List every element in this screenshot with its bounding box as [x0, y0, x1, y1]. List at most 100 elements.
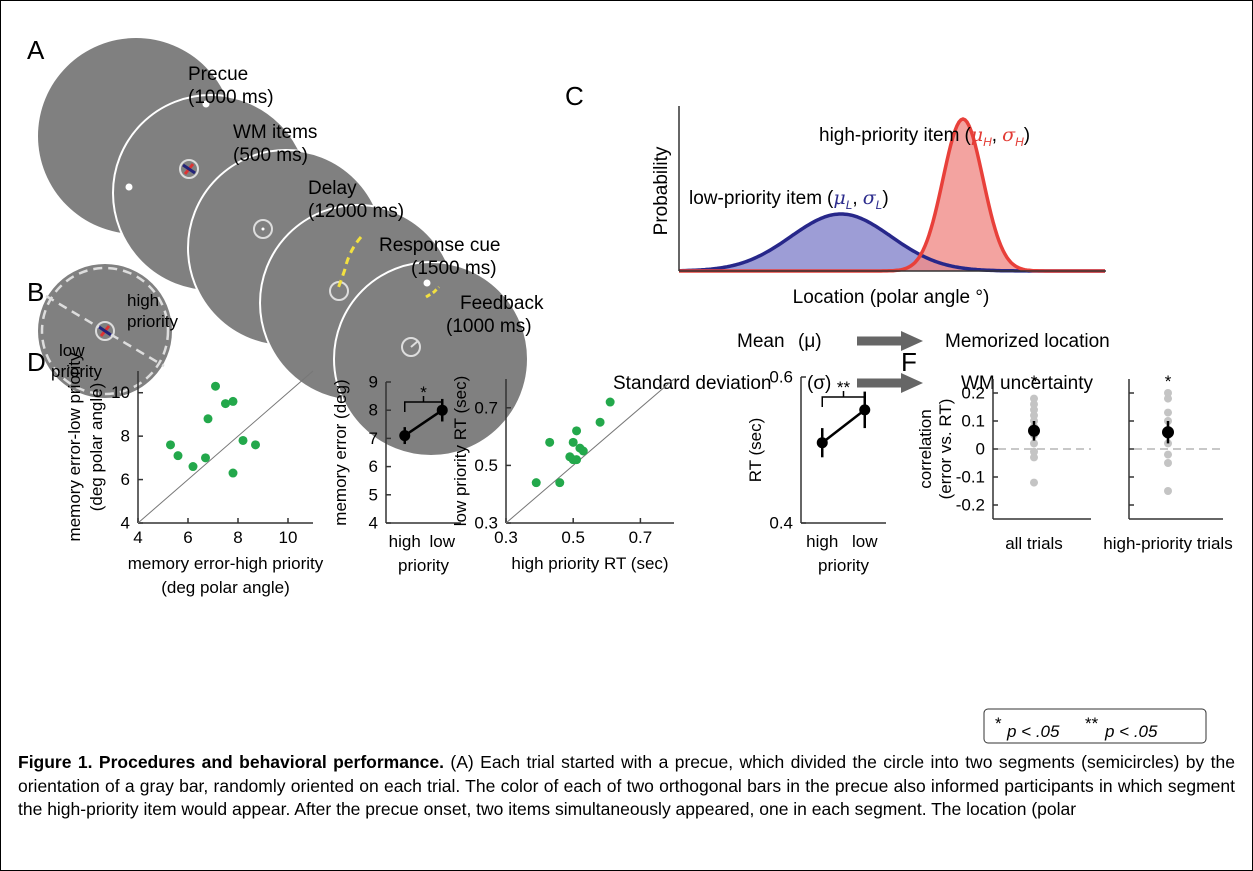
identity-line	[505, 378, 675, 524]
parameter: Standard deviation	[613, 373, 771, 394]
point	[595, 417, 605, 427]
y-tick-label: 0.2	[961, 384, 985, 403]
y-axis-label: RT (sec)	[746, 418, 765, 483]
point	[1030, 411, 1038, 420]
significance-bracket	[404, 396, 443, 412]
symbol: σ	[863, 187, 877, 209]
text: ,	[992, 125, 997, 146]
subscript: H	[1015, 135, 1024, 149]
item	[202, 100, 210, 108]
y-tick-label: 5	[369, 485, 378, 504]
point	[1030, 405, 1038, 414]
axis-label: Location (polar angle °)	[793, 287, 990, 308]
fixation-dot	[261, 227, 265, 231]
point	[816, 437, 828, 449]
legend-box	[983, 708, 1207, 744]
y-tick-label: 6	[121, 470, 130, 489]
event-duration: (1000 ms)	[188, 87, 274, 108]
y-tick-label: -0.1	[956, 468, 985, 487]
axis-label: Probability	[651, 146, 672, 235]
screen	[333, 261, 529, 457]
text: high-priority item	[819, 125, 959, 146]
text: )	[1024, 125, 1030, 146]
response-arc	[335, 236, 363, 292]
panel-label: F	[901, 347, 917, 377]
x-tick-label: low	[852, 532, 878, 551]
y-tick-label: 0.7	[474, 398, 498, 417]
curve-label: high-priority item (μH, σH)	[819, 124, 1030, 149]
event-label: WM items	[233, 122, 317, 143]
y-tick-label: 10	[111, 383, 130, 402]
point	[1164, 459, 1172, 467]
significance-stars: *	[420, 383, 427, 402]
text: )	[882, 188, 888, 209]
legend-text: p < .05	[1104, 722, 1158, 741]
x-axis-label: priority	[818, 556, 870, 575]
precue-bar	[182, 163, 196, 175]
segment-label: high	[127, 291, 159, 310]
point	[605, 397, 615, 407]
parameter: Mean	[737, 331, 785, 352]
point	[555, 478, 565, 488]
fixation	[401, 337, 421, 357]
x-tick-label: 8	[233, 528, 242, 547]
y-axis-label: (deg polar angle)	[87, 383, 106, 512]
segment-label: priority	[127, 312, 179, 331]
item	[125, 183, 133, 191]
point	[173, 451, 183, 461]
point	[203, 414, 213, 424]
y-tick-label: 0.5	[474, 456, 498, 475]
x-axis-label: high priority RT (sec)	[511, 554, 668, 573]
mean	[1162, 426, 1174, 439]
subscript: L	[876, 198, 883, 212]
y-tick-label: 0.4	[769, 514, 793, 533]
panel-label: D	[27, 347, 46, 377]
x-axis-label: (deg polar angle)	[161, 578, 290, 597]
point	[228, 468, 238, 478]
point	[228, 396, 238, 406]
point	[251, 440, 260, 450]
symbol: σ	[1002, 124, 1016, 146]
text: low-priority item	[689, 188, 822, 209]
event-label: Precue	[188, 64, 248, 85]
panel-label: A	[27, 35, 45, 65]
text: (	[964, 125, 971, 146]
symbol: (σ)	[807, 373, 831, 394]
y-tick-label: 0.1	[961, 412, 985, 431]
text: ,	[852, 188, 857, 209]
point	[1030, 400, 1038, 409]
y-axis-label: (error vs. RT)	[936, 399, 955, 500]
point	[578, 446, 588, 456]
fixation	[179, 159, 199, 179]
event-label: Delay	[308, 178, 357, 199]
subscript: H	[983, 135, 992, 149]
arrow	[857, 373, 923, 393]
precue-bar	[98, 325, 112, 337]
fixation	[253, 219, 273, 239]
point	[1164, 394, 1172, 403]
point	[568, 437, 578, 447]
point	[238, 435, 248, 445]
panel-label: B	[27, 277, 44, 307]
subscript: L	[846, 198, 853, 212]
event-duration: (1000 ms)	[446, 316, 532, 337]
symbol: μ	[833, 187, 845, 209]
line	[821, 408, 866, 444]
event-label: Feedback	[460, 293, 544, 314]
x-tick-label: 10	[279, 528, 298, 547]
segment-label: low	[59, 341, 85, 360]
y-tick-label: 4	[369, 514, 378, 533]
significance-stars: *	[1031, 372, 1038, 391]
segment-label: priority	[51, 362, 103, 381]
caption-text: (A) Each trial started with a precue, wh…	[18, 752, 1235, 820]
x-axis-label: all trials	[1005, 534, 1063, 553]
symbol: (μ)	[798, 331, 822, 352]
mean	[1028, 424, 1040, 437]
x-tick-label: 0.3	[494, 528, 518, 547]
x-axis-label: high-priority trials	[1103, 534, 1232, 553]
caption-title: Figure 1. Procedures and behavioral perf…	[18, 752, 444, 772]
point	[1164, 389, 1172, 397]
x-axis-label: priority	[398, 556, 450, 575]
x-axis-label: memory error-high priority	[128, 554, 324, 573]
